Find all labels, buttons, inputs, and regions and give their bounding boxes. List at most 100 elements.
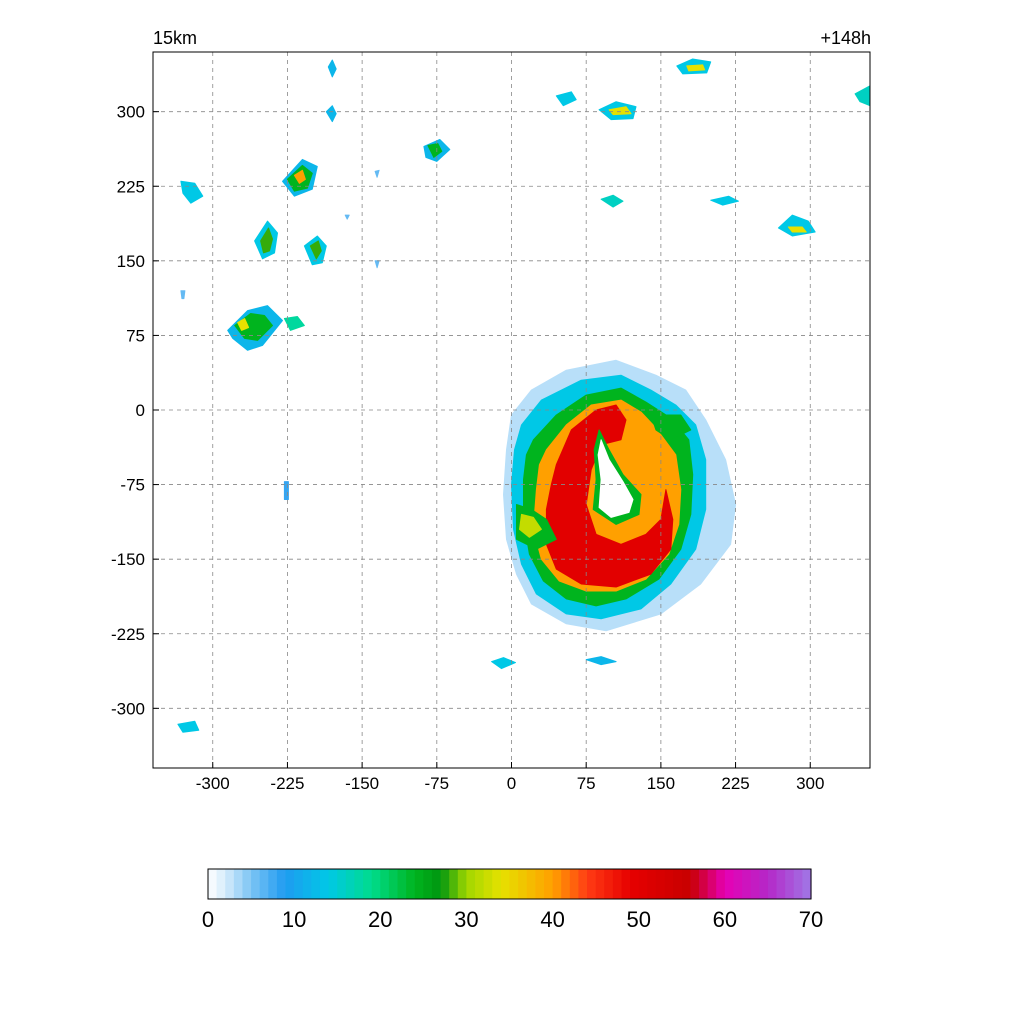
colorbar-swatch — [259, 869, 269, 899]
colorbar-swatch — [475, 869, 485, 899]
y-tick-label: -300 — [111, 699, 145, 718]
colorbar-swatch — [699, 869, 709, 899]
colorbar-swatch — [276, 869, 287, 899]
colorbar-swatch — [638, 869, 648, 899]
colorbar-tick-label: 60 — [713, 907, 737, 932]
colorbar-swatch — [457, 869, 468, 899]
colorbar-swatch — [440, 869, 450, 899]
colorbar-swatch — [414, 869, 424, 899]
cell-left-2 — [177, 720, 200, 733]
colorbar-swatch — [285, 869, 295, 899]
cell-south-1 — [491, 657, 516, 670]
main-storm-west-yellow — [519, 513, 542, 538]
colorbar-tick-label: 40 — [540, 907, 564, 932]
x-tick-label: -75 — [425, 774, 450, 793]
colorbar-swatch — [492, 869, 502, 899]
colorbar-frame — [207, 868, 812, 900]
speck-4 — [344, 214, 350, 220]
colorbar-swatch — [500, 869, 511, 899]
x-tick-label: 0 — [507, 774, 516, 793]
y-tick-label: 75 — [126, 326, 145, 345]
colorbar-swatch — [242, 869, 252, 899]
colorbar-swatch — [363, 869, 373, 899]
cell-nw-3-core — [309, 240, 322, 260]
colorbar-swatch — [406, 869, 416, 899]
x-tick-label: 75 — [577, 774, 596, 793]
colorbar-swatch — [388, 869, 399, 899]
colorbar-swatch — [569, 869, 580, 899]
colorbar-swatch — [604, 869, 614, 899]
colorbar-tick-label: 20 — [368, 907, 392, 932]
colorbar-swatch — [595, 869, 605, 899]
main-storm-red-arc — [545, 404, 674, 588]
colorbar-swatch — [664, 869, 674, 899]
colorbar-swatch — [225, 869, 235, 899]
colorbar-tick-label: 30 — [454, 907, 478, 932]
colorbar-swatch — [543, 869, 554, 899]
colorbar-swatch — [561, 869, 571, 899]
cell-top-5-core — [608, 106, 632, 116]
colorbar-tick-label: 0 — [202, 907, 214, 932]
colorbar-swatch — [380, 869, 390, 899]
cell-nw-2-core — [260, 227, 273, 254]
colorbar-tick-label: 50 — [626, 907, 650, 932]
y-tick-label: 150 — [117, 252, 145, 271]
colorbar-swatch — [673, 869, 683, 899]
cell-south-2 — [585, 656, 617, 666]
cell-top-4 — [555, 91, 577, 107]
colorbar-swatch — [681, 869, 691, 899]
colorbar-swatch — [319, 869, 330, 899]
main-storm-eye — [597, 439, 634, 518]
colorbar-swatch — [802, 869, 812, 899]
axis-ticks: -300 -225 -150 -75 0 75 150 225 300 300 225 150 75 0 -… — [111, 103, 824, 793]
speck-3 — [374, 169, 380, 178]
cell-top-1 — [327, 59, 337, 78]
cell-left-1 — [180, 180, 204, 204]
colorbar-swatch — [716, 869, 726, 899]
y-tick-label: -150 — [111, 550, 145, 569]
colorbar-swatch — [449, 869, 459, 899]
cell-top-2 — [325, 105, 337, 123]
colorbar-swatch — [397, 869, 407, 899]
y-tick-label: 0 — [136, 401, 145, 420]
y-tick-label: 225 — [117, 177, 145, 196]
colorbar-swatch — [268, 869, 278, 899]
colorbar-swatch — [328, 869, 338, 899]
colorbar-swatch — [776, 869, 786, 899]
colorbar-tick-label: 70 — [799, 907, 823, 932]
x-tick-label: 225 — [721, 774, 749, 793]
cell-nw-1-core — [237, 318, 250, 331]
colorbar-swatch — [724, 869, 735, 899]
y-tick-label: 300 — [117, 103, 145, 122]
colorbar-swatch — [759, 869, 769, 899]
cell-ne-3-outer — [777, 214, 816, 237]
colorbar-swatch — [750, 869, 760, 899]
top-right-label: +148h — [820, 28, 871, 48]
cell-ne-2 — [710, 195, 739, 206]
colorbar-swatch — [793, 869, 803, 899]
top-left-label: 15km — [153, 28, 197, 48]
colorbar-swatch — [655, 869, 666, 899]
x-tick-label: -225 — [270, 774, 304, 793]
colorbar: 0 10 20 30 40 50 60 70 — [202, 868, 823, 932]
colorbar-swatch — [208, 869, 218, 899]
colorbar-swatch — [742, 869, 752, 899]
colorbar-swatch — [216, 869, 226, 899]
cell-ne-3-core — [787, 226, 807, 233]
colorbar-swatch — [518, 869, 528, 899]
colorbar-swatch — [466, 869, 476, 899]
x-tick-label: 300 — [796, 774, 824, 793]
precipitation-field — [177, 58, 870, 733]
colorbar-swatch — [354, 869, 364, 899]
colorbar-swatch — [785, 869, 795, 899]
colorbar-swatch — [630, 869, 640, 899]
colorbar-swatch — [690, 869, 700, 899]
colorbar-swatch — [251, 869, 261, 899]
colorbar-swatch — [509, 869, 519, 899]
colorbar-swatch — [483, 869, 493, 899]
colorbar-swatch — [707, 869, 717, 899]
cell-ne-1 — [600, 194, 624, 208]
colorbar-swatch — [311, 869, 321, 899]
y-tick-label: -75 — [120, 476, 145, 495]
